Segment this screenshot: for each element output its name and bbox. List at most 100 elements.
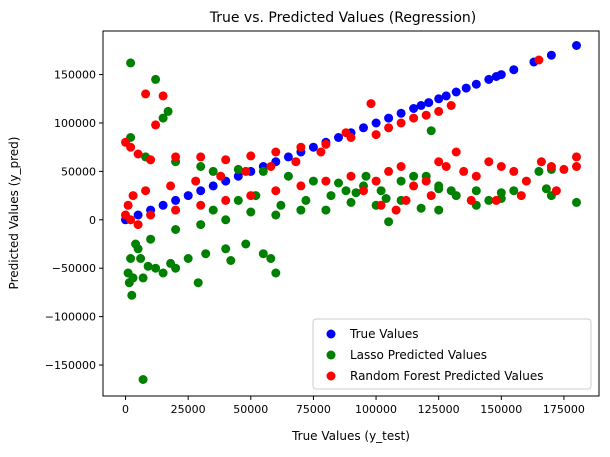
data-point [221, 155, 231, 165]
data-point [491, 195, 501, 205]
data-point [384, 123, 394, 133]
data-point [283, 152, 293, 162]
data-point [572, 162, 581, 171]
data-point [484, 157, 494, 167]
data-point [233, 171, 243, 181]
data-point [221, 215, 231, 225]
x-tick-label: 125000 [418, 403, 460, 416]
data-point [138, 375, 148, 384]
data-point [258, 249, 268, 259]
y-axis-label: Predicted Values (y_pred) [7, 137, 21, 290]
data-point [359, 186, 368, 196]
data-point [409, 181, 419, 191]
data-point [193, 278, 203, 288]
data-point [434, 94, 444, 104]
data-point [346, 197, 356, 207]
legend-marker [326, 329, 336, 339]
data-point [266, 162, 276, 171]
points-layer [121, 41, 581, 384]
data-point [308, 176, 318, 186]
data-point [451, 147, 461, 157]
y-tick-label: 100000 [54, 117, 96, 130]
data-point [271, 210, 281, 220]
data-point [484, 74, 494, 84]
data-point [126, 58, 136, 68]
plot-frame [102, 30, 600, 397]
data-point [271, 186, 281, 196]
data-point [446, 101, 456, 110]
x-axis: 0 25000 50000 75000 100000 125000 150000 175000 [122, 396, 585, 416]
x-axis-label: True Values (y_test) [291, 429, 410, 443]
data-point [316, 147, 326, 157]
data-point [208, 205, 218, 215]
data-point [466, 195, 476, 205]
data-point [183, 254, 193, 263]
data-point [246, 191, 256, 201]
data-point [416, 101, 426, 110]
data-point [276, 200, 286, 210]
data-point [496, 70, 506, 80]
legend-label: True Values [349, 327, 419, 341]
data-point [191, 176, 201, 186]
data-point [141, 89, 151, 99]
data-point [171, 263, 181, 273]
data-point [421, 176, 431, 186]
data-point [409, 104, 419, 113]
data-point [283, 171, 293, 181]
legend-marker [326, 350, 336, 360]
y-tick-label: −100000 [45, 311, 96, 324]
data-point [201, 249, 211, 259]
data-point [158, 91, 168, 101]
data-point [221, 244, 231, 254]
data-point [434, 181, 444, 191]
data-point [226, 256, 236, 265]
legend-box [312, 318, 592, 390]
data-point [396, 162, 406, 171]
data-point [426, 191, 436, 201]
data-point [151, 120, 161, 130]
data-point [266, 254, 276, 263]
series-2 [121, 55, 581, 230]
data-point [384, 166, 394, 176]
data-point [321, 205, 331, 215]
data-point [158, 113, 168, 123]
data-point [158, 268, 168, 278]
data-point [371, 176, 381, 186]
data-point [546, 50, 556, 60]
data-point [351, 188, 361, 198]
data-point [421, 110, 431, 120]
x-tick-label: 50000 [233, 403, 268, 416]
data-point [359, 123, 368, 133]
data-point [126, 215, 136, 225]
data-point [308, 142, 318, 152]
data-point [376, 186, 386, 196]
data-point [416, 203, 426, 213]
data-point [271, 268, 281, 278]
data-point [258, 166, 268, 176]
data-point [434, 106, 444, 116]
data-point [396, 118, 406, 128]
data-point [171, 205, 181, 215]
data-point [381, 194, 391, 203]
legend: True Values Lasso Predicted Values Random … [312, 318, 592, 390]
x-tick-label: 100000 [355, 403, 397, 416]
data-point [559, 164, 569, 174]
data-point [516, 191, 526, 201]
data-point [163, 106, 173, 116]
data-point [409, 171, 419, 181]
legend-marker [326, 371, 336, 381]
data-point [441, 162, 451, 171]
data-point [216, 171, 226, 181]
data-point [509, 186, 519, 196]
data-point [451, 191, 461, 201]
data-point [496, 162, 506, 171]
data-point [424, 98, 434, 108]
data-point [133, 210, 143, 220]
data-point [131, 239, 141, 249]
data-point [138, 273, 148, 283]
data-point [136, 254, 146, 263]
data-point [296, 181, 306, 191]
data-point [301, 195, 311, 205]
data-point [541, 184, 551, 194]
